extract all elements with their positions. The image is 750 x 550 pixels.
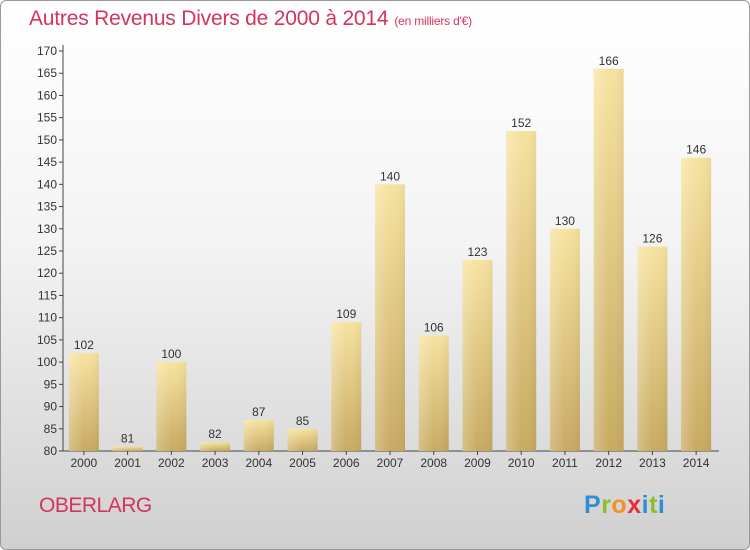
y-tick-label: 90 bbox=[44, 400, 58, 414]
y-tick-label: 120 bbox=[37, 266, 57, 280]
logo-letter: o bbox=[611, 491, 628, 519]
y-tick-label: 100 bbox=[37, 355, 57, 369]
y-tick-label: 165 bbox=[37, 66, 57, 80]
bar-value-label: 140 bbox=[380, 169, 400, 183]
logo-letter: i bbox=[657, 491, 666, 519]
x-tick-label: 2000 bbox=[71, 456, 98, 470]
bar-shade bbox=[156, 362, 187, 451]
x-tick-label: 2003 bbox=[202, 456, 229, 470]
x-tick-label: 2008 bbox=[420, 456, 447, 470]
y-tick-label: 145 bbox=[37, 155, 57, 169]
x-tick-label: 2007 bbox=[377, 456, 404, 470]
bar-value-label: 85 bbox=[296, 414, 310, 428]
logo-letter: t bbox=[649, 491, 658, 519]
logo-letter: i bbox=[641, 491, 650, 519]
bar-shade bbox=[68, 353, 99, 451]
y-tick-label: 160 bbox=[37, 88, 57, 102]
bar-value-label: 102 bbox=[74, 338, 94, 352]
x-tick-label: 2001 bbox=[114, 456, 141, 470]
y-tick-label: 110 bbox=[38, 311, 57, 325]
bar-value-label: 82 bbox=[208, 427, 222, 441]
bar-shade bbox=[331, 322, 362, 451]
bar-shade bbox=[112, 446, 143, 451]
y-tick-label: 135 bbox=[37, 200, 57, 214]
y-tick-label: 140 bbox=[37, 177, 57, 191]
bar-value-label: 152 bbox=[511, 116, 531, 130]
bar-shade bbox=[375, 184, 405, 452]
bar-shade bbox=[549, 228, 580, 451]
x-tick-label: 2005 bbox=[289, 456, 316, 470]
chart-value-labels: 102 81 100 82 87 85 109 140 106 123 152 130 166 126 14… bbox=[74, 54, 707, 446]
bar-value-label: 87 bbox=[252, 405, 266, 419]
logo-letter: P bbox=[584, 491, 602, 519]
x-tick-label: 2010 bbox=[508, 456, 535, 470]
bar-value-label: 146 bbox=[686, 143, 706, 157]
x-tick-label: 2013 bbox=[639, 456, 666, 470]
x-tick-label: 2014 bbox=[683, 456, 710, 470]
bar-shade bbox=[418, 335, 449, 451]
proxiti-logo: Proxiti bbox=[584, 491, 665, 520]
y-tick-label: 115 bbox=[38, 288, 57, 302]
logo-letter: x bbox=[627, 491, 642, 519]
bar-shade bbox=[200, 442, 231, 451]
y-tick-label: 130 bbox=[37, 222, 57, 236]
y-tick-label: 85 bbox=[44, 422, 58, 436]
y-tick-label: 125 bbox=[37, 244, 57, 258]
y-tick-label: 95 bbox=[44, 377, 58, 391]
bar-value-label: 81 bbox=[121, 432, 135, 446]
bar-value-label: 126 bbox=[642, 232, 662, 246]
bar-shade bbox=[287, 428, 318, 451]
y-tick-label: 155 bbox=[37, 111, 57, 125]
chart-title: Autres Revenus Divers de 2000 à 2014 (en … bbox=[29, 7, 472, 31]
x-tick-label: 2012 bbox=[595, 456, 622, 470]
x-tick-label: 2011 bbox=[552, 456, 578, 470]
bar-value-label: 100 bbox=[161, 347, 181, 361]
logo-letter: r bbox=[601, 491, 612, 519]
y-tick-label: 150 bbox=[37, 133, 57, 147]
y-tick-label: 80 bbox=[44, 444, 58, 458]
chart-subtitle: (en milliers d'€) bbox=[394, 14, 472, 28]
chart-bars bbox=[68, 68, 712, 452]
bar-value-label: 106 bbox=[424, 320, 444, 334]
x-tick-label: 2002 bbox=[158, 456, 185, 470]
bar-shade bbox=[637, 246, 668, 451]
x-tick-label: 2009 bbox=[464, 456, 491, 470]
bar-shade bbox=[506, 131, 537, 451]
bar-value-label: 130 bbox=[555, 214, 575, 228]
bar-value-label: 166 bbox=[599, 54, 619, 68]
bar-shade bbox=[462, 259, 493, 451]
x-tick-label: 2006 bbox=[333, 456, 360, 470]
bar-shade bbox=[681, 157, 712, 451]
y-tick-label: 170 bbox=[37, 44, 57, 58]
bar-shade bbox=[243, 419, 274, 451]
bar-value-label: 109 bbox=[336, 307, 356, 321]
chart-title-text: Autres Revenus Divers de 2000 à 2014 bbox=[29, 7, 389, 30]
bar-value-label: 123 bbox=[467, 245, 487, 259]
y-tick-label: 105 bbox=[37, 333, 57, 347]
commune-name: OBERLARG bbox=[39, 494, 152, 517]
x-tick-label: 2004 bbox=[245, 456, 272, 470]
bar-shade bbox=[593, 68, 624, 452]
